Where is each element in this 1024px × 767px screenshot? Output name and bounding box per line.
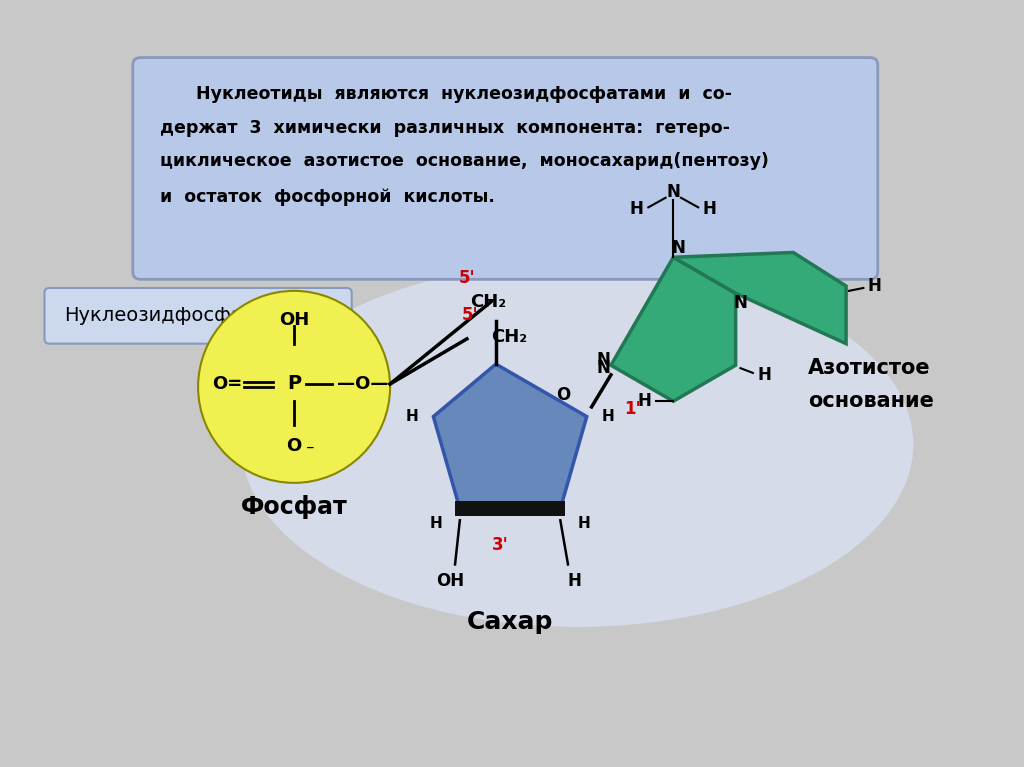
FancyBboxPatch shape <box>44 288 351 344</box>
FancyBboxPatch shape <box>133 58 878 279</box>
Text: —O—: —O— <box>337 375 389 393</box>
Text: основание: основание <box>808 391 934 411</box>
Text: P: P <box>287 374 301 393</box>
Text: N: N <box>733 294 748 312</box>
Text: 5': 5' <box>459 268 475 287</box>
Text: N: N <box>667 183 680 201</box>
Text: O: O <box>287 437 302 456</box>
Text: CH₂: CH₂ <box>470 293 506 311</box>
Ellipse shape <box>242 262 913 627</box>
Text: и  остаток  фосфорной  кислоты.: и остаток фосфорной кислоты. <box>160 188 495 206</box>
Text: ⁻: ⁻ <box>306 443 314 460</box>
Text: H: H <box>630 200 644 219</box>
Text: O: O <box>556 386 570 403</box>
Text: H: H <box>758 366 771 384</box>
Text: OH: OH <box>279 311 309 329</box>
Text: H: H <box>429 515 442 531</box>
Text: H: H <box>638 392 651 410</box>
Text: N: N <box>671 239 685 257</box>
Polygon shape <box>611 257 735 401</box>
Text: CH₂: CH₂ <box>490 328 527 346</box>
Text: H: H <box>406 409 419 424</box>
Text: H: H <box>868 277 882 295</box>
Text: 3': 3' <box>493 536 509 555</box>
Text: H: H <box>702 200 717 219</box>
Polygon shape <box>455 501 565 516</box>
Text: Фосфат: Фосфат <box>241 495 347 518</box>
Text: 5': 5' <box>462 306 478 324</box>
Text: H: H <box>578 515 591 531</box>
Polygon shape <box>433 364 587 509</box>
Text: Нуклеозидфосфат: Нуклеозидфосфат <box>63 306 254 325</box>
Text: Сахар: Сахар <box>467 610 553 634</box>
Text: N: N <box>596 359 610 377</box>
Text: H: H <box>567 571 582 590</box>
Text: OH: OH <box>436 571 464 590</box>
Text: держат  3  химически  различных  компонента:  гетеро-: держат 3 химически различных компонента:… <box>160 119 730 137</box>
Text: 1': 1' <box>625 400 641 418</box>
Circle shape <box>198 291 390 483</box>
Text: O=: O= <box>212 375 242 393</box>
Text: циклическое  азотистое  основание,  моносахарид(пентозу): циклическое азотистое основание, моносах… <box>160 153 769 170</box>
Text: Азотистое: Азотистое <box>808 357 931 377</box>
Text: N: N <box>596 351 610 370</box>
Text: H: H <box>601 409 614 424</box>
Polygon shape <box>674 252 846 344</box>
Text: Нуклеотиды  являются  нуклеозидфосфатами  и  со-: Нуклеотиды являются нуклеозидфосфатами и… <box>160 85 732 103</box>
